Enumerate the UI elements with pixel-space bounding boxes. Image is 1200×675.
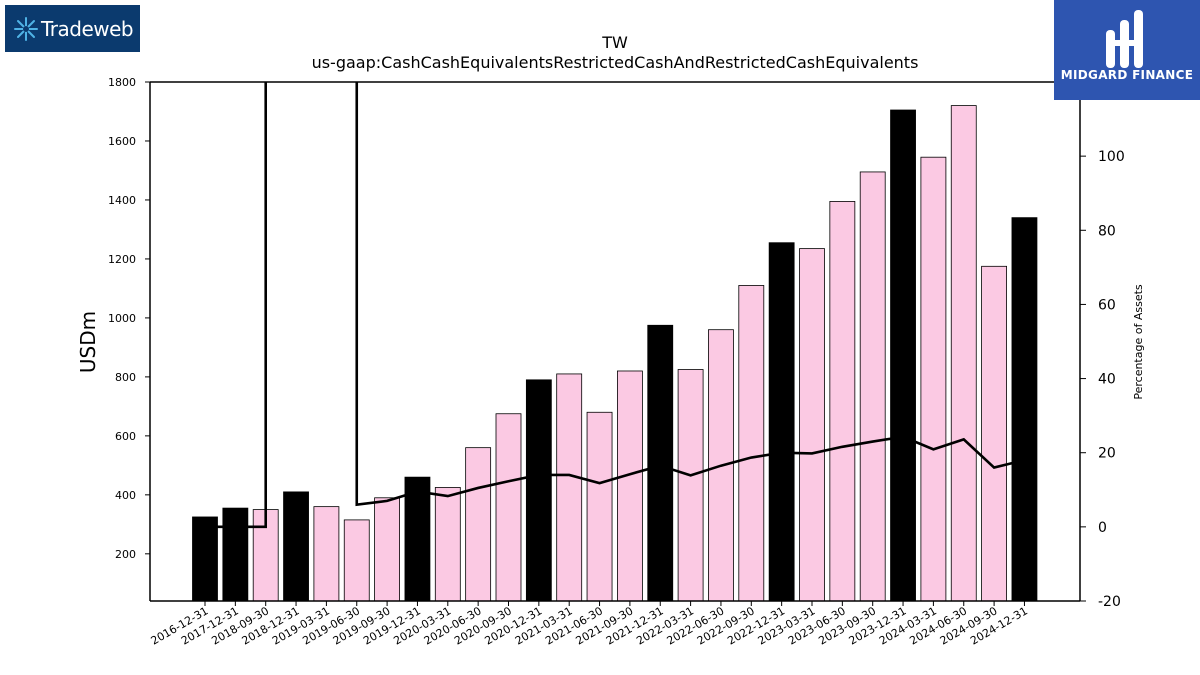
chart-title: TW (601, 33, 628, 52)
bar-2021-12-31 (647, 324, 674, 602)
y-tick-label: 600 (115, 430, 136, 443)
tradeweb-star-icon (13, 16, 39, 42)
bar-2020-06-30 (465, 447, 492, 602)
y-tick-label: 1200 (108, 253, 136, 266)
bar-2021-03-31 (556, 373, 583, 602)
y2-axis-label: Percentage of Assets (1132, 284, 1145, 400)
y-tick-label: 1000 (108, 312, 136, 325)
y2-tick-label: 40 (1098, 372, 1116, 388)
y-tick-label: 800 (115, 371, 136, 384)
tradeweb-logo: Tradeweb (5, 5, 140, 52)
bar-2024-09-30 (981, 265, 1007, 602)
bar-2024-06-30 (950, 105, 977, 602)
midgard-logo-text: MIDGARD FINANCE (1060, 68, 1194, 82)
bar-2020-03-31 (434, 487, 461, 602)
bar-2019-09-30 (374, 497, 401, 602)
y2-tick-label: 20 (1098, 446, 1116, 462)
bar-2024-12-31 (1011, 217, 1038, 602)
chart-subtitle: us-gaap:CashCashEquivalentsRestrictedCas… (312, 53, 919, 72)
y-tick-label: 1400 (108, 194, 136, 207)
midgard-mark-icon (1106, 10, 1143, 68)
y2-tick-label: -20 (1098, 594, 1121, 610)
y-tick-label: 400 (115, 489, 136, 502)
y-axis-label: USDm (76, 311, 100, 373)
bar-2018-12-31 (283, 491, 309, 602)
bar-2019-12-31 (404, 476, 431, 602)
percentage-of-assets-line (205, 82, 1025, 529)
bar-2023-12-31 (890, 109, 916, 602)
tradeweb-logo-text: Tradeweb (41, 16, 134, 41)
bar-2022-09-30 (738, 285, 765, 602)
midgard-finance-logo: MIDGARD FINANCE (1054, 0, 1200, 100)
bar-2022-03-31 (677, 369, 704, 602)
y2-tick-label: 60 (1098, 297, 1116, 313)
bar-2016-12-31 (192, 516, 218, 602)
bar-2023-03-31 (799, 248, 825, 602)
bar-2023-09-30 (859, 171, 886, 602)
bar-2021-06-30 (586, 411, 613, 602)
y2-tick-label: 0 (1098, 520, 1107, 536)
bar-2021-09-30 (617, 370, 643, 602)
bar-2017-12-31 (222, 507, 249, 602)
y2-tick-label: 100 (1098, 149, 1125, 165)
bar-2020-12-31 (525, 379, 552, 602)
bar-2020-09-30 (495, 413, 522, 602)
bar-2019-06-30 (343, 519, 370, 602)
bar-2024-03-31 (920, 156, 947, 602)
y-tick-label: 1800 (108, 76, 136, 89)
y-tick-label: 1600 (108, 135, 136, 148)
bar-2023-06-30 (829, 201, 856, 602)
bar-2019-03-31 (313, 506, 340, 602)
bar-2022-12-31 (768, 242, 795, 602)
y-tick-label: 200 (115, 548, 136, 561)
y2-tick-label: 80 (1098, 223, 1116, 239)
